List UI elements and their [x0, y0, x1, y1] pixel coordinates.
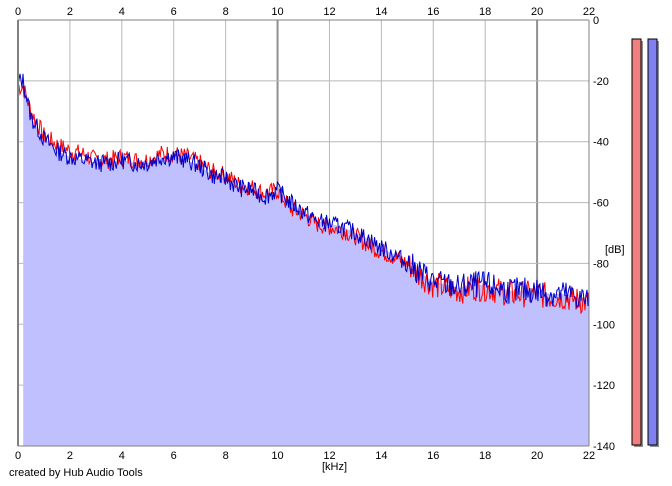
y-tick-label: 0: [593, 15, 599, 27]
series-line-blue: [17, 73, 590, 309]
y-axis-label: [dB]: [605, 244, 625, 256]
y-tick-label: -100: [593, 319, 615, 331]
x-tick-label: 12: [323, 450, 335, 462]
credit-text: created by Hub Audio Tools: [9, 467, 143, 479]
x-tick-label: 10: [271, 6, 283, 18]
x-tick-label: 2: [67, 450, 73, 462]
spectrum-area: [23, 80, 589, 446]
meter-right: [647, 38, 658, 446]
y-tick-label: -80: [593, 258, 609, 270]
x-tick-labels-bottom: 0 2 4 6 8 10 12 14 16 18 20 22: [15, 450, 595, 462]
spectrum-fill: [23, 80, 589, 446]
level-meters: [631, 38, 659, 447]
y-tick-label: -60: [593, 198, 609, 210]
meter-left: [631, 38, 642, 446]
x-tick-label: 22: [583, 450, 595, 462]
x-tick-label: 2: [67, 6, 73, 18]
x-tick-label: 0: [15, 450, 21, 462]
x-tick-label: 16: [427, 6, 439, 18]
x-tick-label: 4: [119, 6, 125, 18]
x-tick-label: 4: [119, 450, 125, 462]
x-tick-label: 10: [271, 450, 283, 462]
x-tick-label: 20: [531, 450, 543, 462]
x-tick-labels-top: 0 2 4 6 8 10 12 14 16 18 20 22: [15, 6, 595, 18]
x-tick-label: 18: [479, 450, 491, 462]
y-tick-label: -120: [593, 380, 615, 392]
x-tick-label: 18: [479, 6, 491, 18]
x-tick-label: 8: [223, 6, 229, 18]
spectrum-lines: [17, 73, 590, 315]
x-axis-label: [kHz]: [322, 461, 348, 473]
x-tick-label: 16: [427, 450, 439, 462]
y-tick-label: -20: [593, 76, 609, 88]
x-tick-label: 14: [375, 450, 387, 462]
chart-axes: [17, 19, 590, 447]
y-tick-label: -140: [593, 441, 615, 453]
y-tick-label: -40: [593, 137, 609, 149]
x-tick-label: 12: [323, 6, 335, 18]
x-tick-label: 0: [15, 6, 21, 18]
x-tick-label: 22: [583, 6, 595, 18]
y-tick-labels: 0 -20 -40 -60 -80 -100 -120 -140: [593, 15, 615, 453]
x-tick-label: 8: [223, 450, 229, 462]
x-tick-label: 6: [171, 6, 177, 18]
x-tick-label: 6: [171, 450, 177, 462]
x-tick-label: 14: [375, 6, 387, 18]
x-tick-label: 20: [531, 6, 543, 18]
